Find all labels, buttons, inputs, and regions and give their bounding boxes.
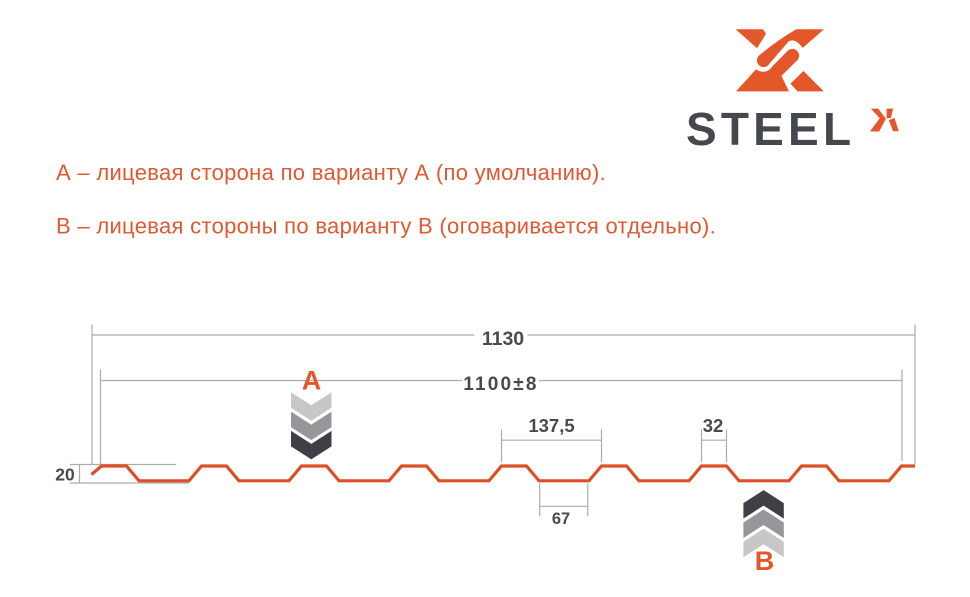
svg-text:67: 67 xyxy=(552,510,570,528)
svg-text:А: А xyxy=(302,366,322,396)
svg-text:32: 32 xyxy=(703,415,724,436)
svg-text:137,5: 137,5 xyxy=(528,415,574,436)
svg-text:1100±8: 1100±8 xyxy=(463,374,538,395)
svg-text:20: 20 xyxy=(55,465,75,485)
svg-text:1130: 1130 xyxy=(482,328,524,350)
svg-text:В: В xyxy=(755,546,775,576)
svg-text:А – лицевая сторона по вариант: А – лицевая сторона по варианту А (по ум… xyxy=(56,160,606,185)
svg-text:В – лицевая стороны по вариант: В – лицевая стороны по варианту В (огова… xyxy=(56,213,716,238)
svg-text:STEEL: STEEL xyxy=(686,103,855,155)
